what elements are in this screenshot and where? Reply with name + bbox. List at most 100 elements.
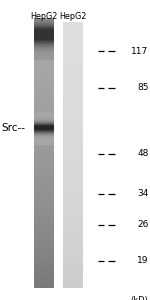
Bar [34, 158, 54, 159]
Bar [34, 255, 54, 256]
Bar [63, 206, 83, 207]
Bar [63, 287, 83, 288]
Bar [63, 77, 83, 78]
Bar [63, 151, 83, 153]
Bar [34, 107, 54, 109]
Bar [63, 280, 83, 281]
Bar [63, 137, 83, 138]
Bar [34, 269, 54, 271]
Bar [63, 251, 83, 252]
Bar [63, 211, 83, 212]
Bar [34, 285, 54, 287]
Bar [34, 59, 54, 60]
Bar [63, 128, 83, 129]
Bar [34, 118, 54, 119]
Bar [34, 223, 54, 224]
Bar [63, 220, 83, 222]
Bar [34, 77, 54, 78]
Bar [63, 69, 83, 70]
Bar [34, 32, 54, 33]
Bar [34, 154, 54, 155]
Bar [34, 28, 54, 29]
Bar [63, 178, 83, 179]
Bar [34, 94, 54, 95]
Bar [63, 172, 83, 174]
Bar [34, 238, 54, 239]
Bar [34, 113, 54, 114]
Bar [63, 40, 83, 41]
Bar [34, 42, 54, 43]
Bar [34, 203, 54, 204]
Bar [63, 116, 83, 117]
Bar [34, 202, 54, 203]
Bar [34, 234, 54, 235]
Bar [34, 109, 54, 110]
Bar [63, 92, 83, 93]
Bar [63, 210, 83, 211]
Bar [63, 208, 83, 210]
Bar [63, 203, 83, 204]
Bar [34, 132, 54, 133]
Bar [34, 138, 54, 139]
Bar [34, 190, 54, 191]
Bar [34, 138, 54, 139]
Bar [34, 245, 54, 247]
Bar [34, 196, 54, 198]
Bar [63, 84, 83, 85]
Bar [34, 100, 54, 101]
Bar [63, 78, 83, 80]
Bar [63, 278, 83, 279]
Bar [34, 40, 54, 41]
Bar [34, 133, 54, 134]
Bar [34, 41, 54, 42]
Bar [63, 103, 83, 105]
Bar [34, 64, 54, 65]
Bar [34, 45, 54, 46]
Bar [34, 204, 54, 206]
Bar [34, 143, 54, 144]
Bar [63, 169, 83, 170]
Bar [34, 47, 54, 48]
Bar [63, 281, 83, 283]
Bar [34, 250, 54, 251]
Bar [63, 58, 83, 60]
Bar [34, 114, 54, 115]
Bar [63, 50, 83, 52]
Bar [34, 127, 54, 128]
Bar [34, 194, 54, 195]
Bar [63, 70, 83, 72]
Bar [34, 61, 54, 62]
Bar [34, 34, 54, 36]
Bar [34, 175, 54, 176]
Bar [34, 25, 54, 26]
Bar [63, 176, 83, 178]
Bar [34, 95, 54, 97]
Bar [63, 204, 83, 206]
Bar [34, 211, 54, 212]
Bar [34, 55, 54, 56]
Bar [34, 220, 54, 222]
Bar [34, 116, 54, 117]
Bar [63, 222, 83, 223]
Text: 26: 26 [137, 220, 148, 229]
Bar [34, 56, 54, 57]
Bar [34, 21, 54, 22]
Bar [34, 98, 54, 100]
Bar [63, 66, 83, 68]
Bar [63, 123, 83, 125]
Bar [63, 68, 83, 69]
Bar [34, 121, 54, 122]
Bar [34, 232, 54, 234]
Bar [34, 20, 54, 21]
Bar [63, 157, 83, 158]
Bar [34, 174, 54, 175]
Bar [63, 64, 83, 65]
Bar [63, 90, 83, 92]
Bar [34, 35, 54, 36]
Bar [63, 37, 83, 38]
Bar [34, 283, 54, 284]
Bar [34, 131, 54, 132]
Bar [63, 195, 83, 196]
Bar [63, 44, 83, 45]
Bar [63, 167, 83, 169]
